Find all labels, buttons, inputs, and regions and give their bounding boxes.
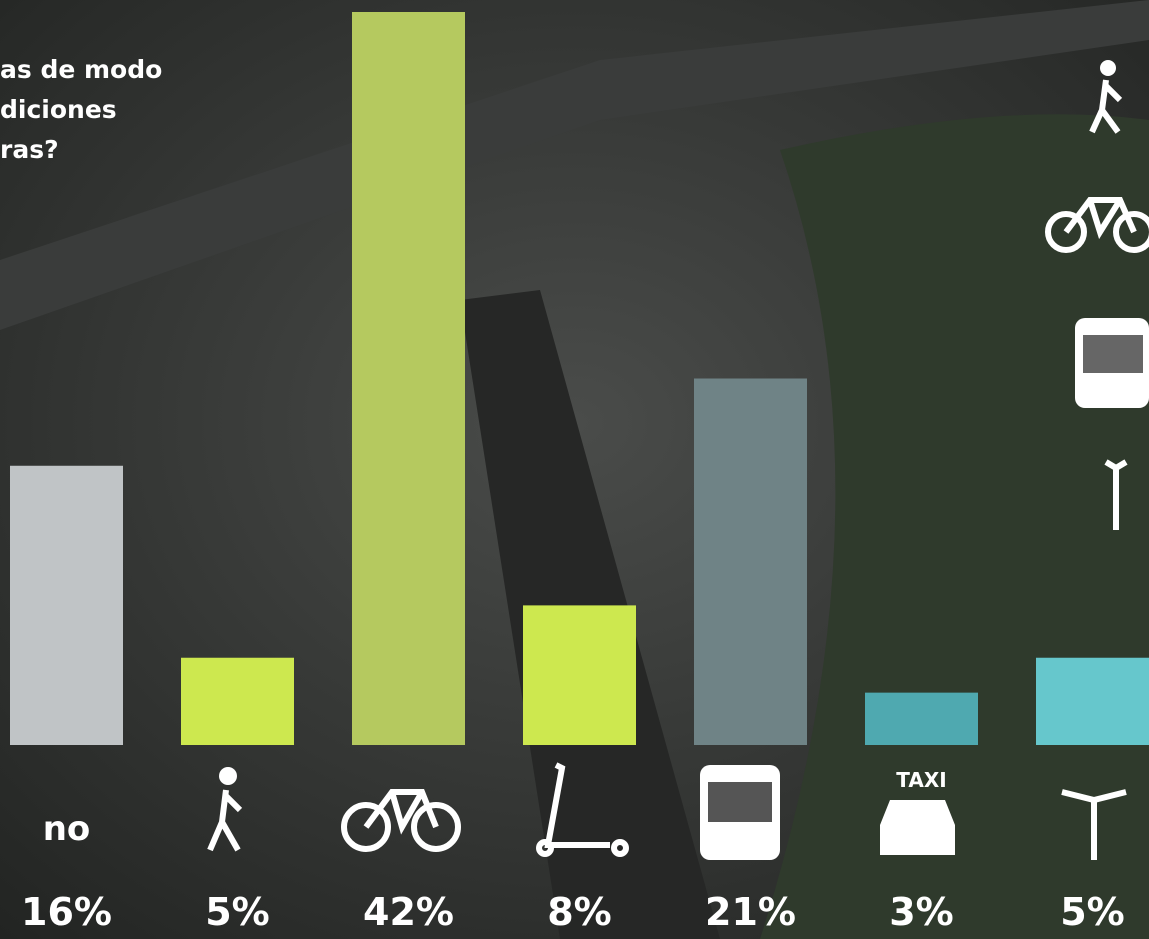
title-line: as de modo	[0, 55, 162, 84]
bar	[181, 658, 294, 745]
bar	[523, 605, 636, 745]
category-label: no	[43, 809, 91, 849]
category-label: TAXI	[896, 768, 946, 792]
title-line: ras?	[0, 135, 59, 164]
value-label: 42%	[363, 890, 454, 934]
value-label: 5%	[1060, 890, 1125, 934]
value-label: 5%	[205, 890, 270, 934]
bar	[352, 12, 465, 745]
value-label: 16%	[21, 890, 112, 934]
chart: as de modo diciones ras? no 16% 5% 42% 8% 21%…	[0, 0, 1149, 939]
value-label: 21%	[705, 890, 796, 934]
title-line: diciones	[0, 95, 117, 124]
bar	[865, 693, 978, 745]
page: {"chart_data": {"type": "bar", "title_li…	[0, 0, 1149, 939]
value-label: 8%	[547, 890, 612, 934]
bar	[694, 379, 807, 746]
value-label: 3%	[889, 890, 954, 934]
bar	[10, 466, 123, 745]
bar	[1036, 658, 1149, 745]
